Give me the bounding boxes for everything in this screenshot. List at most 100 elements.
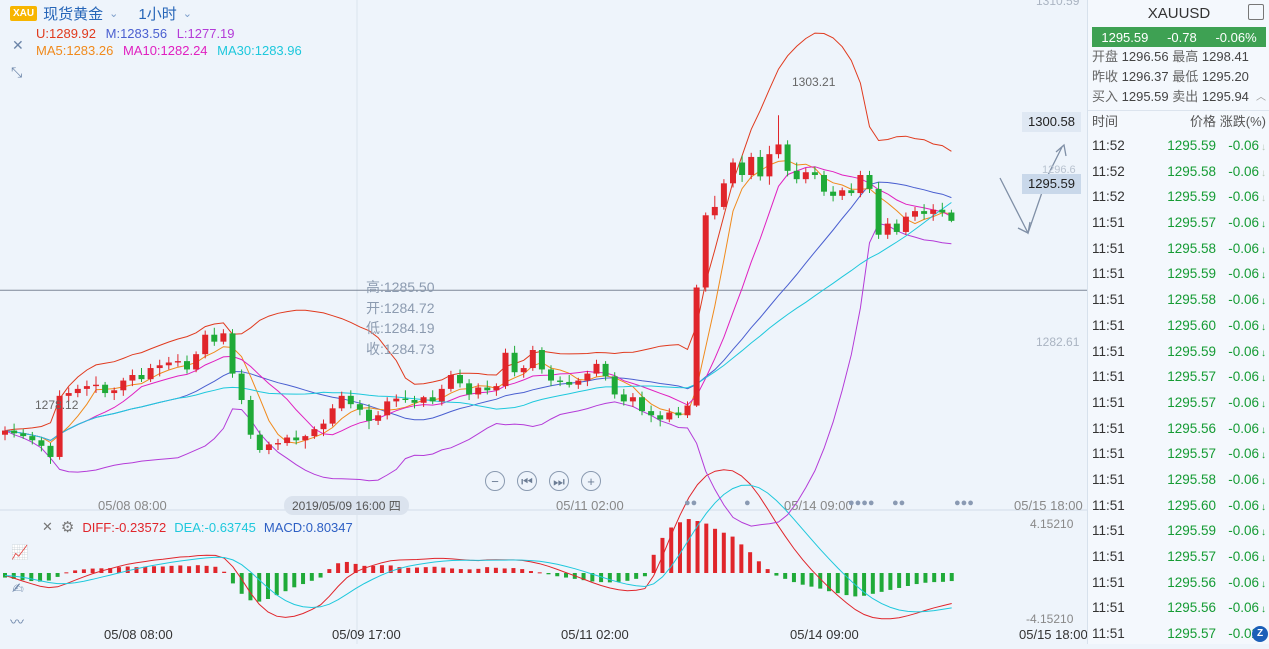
chevron-up-icon[interactable]: ︿ — [1256, 92, 1266, 103]
macd-histogram-bar — [458, 569, 463, 573]
event-marker[interactable]: ●● — [684, 497, 698, 509]
crosshair-date: 2019/05/09 16:00 四 — [284, 496, 409, 515]
buy-value: 1295.59 — [1121, 89, 1169, 104]
period-selector[interactable]: 1小时 — [138, 5, 177, 23]
candle-body — [320, 423, 327, 430]
stat-buy-sell: 买入 1295.59 卖出 1295.94 — [1088, 87, 1269, 107]
bollinger-lower-line — [4, 223, 952, 527]
macd-histogram-bar — [765, 569, 770, 573]
macd-histogram-bar — [870, 573, 875, 594]
candle-body — [639, 397, 645, 412]
tick-change: -0.06 — [1228, 215, 1259, 231]
candle-body — [457, 375, 463, 384]
candle-body — [884, 223, 891, 235]
band-middle-value: M:1283.56 — [105, 26, 168, 41]
instrument-selector[interactable]: 现货黄金 — [43, 5, 104, 23]
macd-histogram-bar — [336, 563, 341, 573]
candle-body — [293, 437, 300, 441]
candle-body — [648, 411, 655, 416]
candle-body — [602, 363, 609, 377]
candle-body — [138, 375, 145, 380]
high-marker: 1303.21 — [792, 75, 836, 89]
skip-end-button[interactable]: ⏭ — [549, 471, 569, 491]
indicator-icon[interactable]: 〰 — [10, 614, 24, 630]
tick-row: 11:51 1295.57 -0.06 ↓ — [1088, 441, 1269, 467]
tick-row: 11:52 1295.59 -0.06 ↓ — [1088, 184, 1269, 210]
tick-row: 11:51 1295.58 -0.06 ↓ — [1088, 467, 1269, 493]
event-marker[interactable]: ● — [744, 497, 751, 509]
candle-body — [802, 172, 809, 180]
event-marker[interactable]: ●●● — [954, 497, 974, 509]
close-icon[interactable]: ✕ — [12, 37, 24, 53]
close-icon[interactable]: ✕ — [42, 519, 53, 534]
event-marker[interactable]: ●● — [892, 497, 906, 509]
arrow-down-icon: ↓ — [1261, 193, 1266, 205]
tick-time: 11:51 — [1092, 574, 1125, 590]
collapse-icon[interactable]: ⤡ — [11, 64, 23, 80]
macd-histogram-bar — [55, 573, 60, 577]
candle-body — [811, 172, 818, 175]
candle-body — [56, 395, 63, 457]
export-icon[interactable] — [1248, 4, 1264, 20]
candle-body — [429, 397, 436, 402]
tick-time: 11:51 — [1092, 317, 1125, 333]
tick-row: 11:51 1295.59 -0.06 ↓ — [1088, 261, 1269, 287]
candle-body — [129, 375, 136, 381]
tick-price: 1295.56 — [1167, 600, 1216, 616]
chevron-down-icon[interactable]: ⌄ — [182, 7, 192, 20]
skip-start-button[interactable]: ⏮ — [517, 471, 537, 491]
chart-type-icon[interactable]: 📈 — [11, 544, 29, 560]
candle-body — [302, 436, 309, 441]
tick-time: 11:51 — [1092, 343, 1125, 359]
macd-histogram-bar — [116, 567, 121, 573]
last-price: 1295.59 — [1101, 29, 1149, 45]
zoom-in-button[interactable]: + — [581, 471, 601, 491]
brand-logo: Z — [1252, 626, 1268, 642]
macd-histogram-bar — [677, 522, 682, 573]
macd-histogram-bar — [81, 569, 86, 573]
candle-body — [484, 387, 491, 391]
candle-body — [29, 436, 36, 441]
tick-time: 11:51 — [1092, 240, 1125, 256]
zoom-out-button[interactable]: − — [485, 471, 505, 491]
col-price: 价格 — [1189, 114, 1216, 129]
macd-histogram-bar — [415, 567, 420, 573]
bollinger-layer — [0, 32, 1087, 527]
candle-body — [393, 398, 400, 402]
macd-legend: ✕ ⚙ DIFF:-0.23572 DEA:-0.63745 MACD:0.80… — [42, 518, 353, 536]
arrow-down-icon: ↓ — [1261, 604, 1266, 616]
tick-change: -0.06 — [1228, 497, 1259, 513]
drawing-tool-icon[interactable]: ✍ — [12, 580, 24, 596]
gear-icon[interactable]: ⚙ — [60, 519, 75, 536]
tick-change: -0.06 — [1228, 446, 1259, 462]
macd-histogram-bar — [520, 569, 525, 573]
tick-change: -0.06 — [1228, 574, 1259, 590]
macd-histogram-bar — [257, 573, 262, 602]
arrow-down-icon: ↓ — [1261, 296, 1266, 308]
macd-date-label: 05/14 09:00 — [790, 627, 859, 642]
candle-body — [739, 162, 746, 175]
tick-price: 1295.57 — [1167, 394, 1216, 410]
candle-body — [438, 388, 445, 402]
quote-panel: XAUUSD 1295.59 -0.78 -0.06% 开盘 1296.56 最… — [1087, 0, 1269, 644]
event-marker[interactable]: ●●●● — [848, 497, 875, 509]
candle-body — [366, 409, 372, 421]
candle-body — [47, 445, 54, 457]
candle-body — [875, 188, 882, 235]
chart-canvas[interactable] — [0, 0, 1087, 644]
chevron-down-icon[interactable]: ⌄ — [109, 7, 119, 20]
macd-date-label: 05/15 18:00 — [1019, 627, 1088, 642]
macd-histogram-bar — [616, 573, 621, 582]
candle-body — [538, 350, 545, 370]
low-marker: 1278.12 — [35, 398, 79, 412]
candle-body — [902, 216, 909, 232]
macd-histogram-bar — [450, 568, 455, 573]
price-banner: 1295.59 -0.78 -0.06% — [1092, 27, 1266, 47]
macd-histogram-bar — [827, 573, 832, 592]
stat-open-high: 开盘 1296.56 最高 1298.41 — [1088, 47, 1269, 67]
macd-histogram-bar — [555, 573, 560, 577]
candle-body — [930, 209, 937, 214]
candle-body — [493, 386, 500, 391]
tick-price: 1295.59 — [1167, 343, 1216, 359]
